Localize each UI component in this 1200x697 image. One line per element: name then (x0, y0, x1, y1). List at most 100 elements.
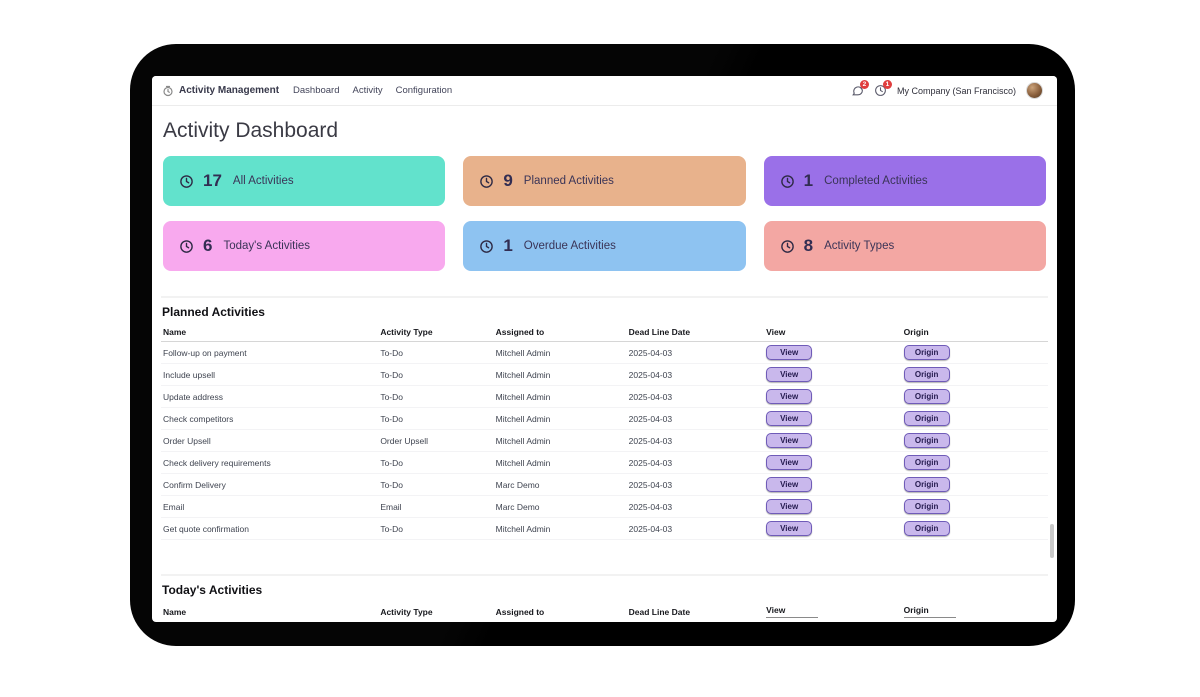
row-deadline: 2025-04-03 (626, 385, 765, 408)
table-header-row: Name Activity Type Assigned to Dead Line… (161, 602, 1048, 622)
kpi-label: Completed Activities (824, 175, 928, 187)
kpi-value: 1 (503, 236, 513, 255)
row-activity-type: To-Do (378, 407, 494, 430)
row-activity-type: To-Do (378, 385, 494, 408)
row-assigned-to: Marc Demo (493, 473, 627, 496)
origin-button-cell: Origin (901, 407, 1048, 430)
origin-button[interactable]: Origin (903, 499, 950, 514)
row-name: Confirm Delivery (161, 473, 379, 496)
origin-button-cell: Origin (901, 517, 1048, 540)
view-button-cell: View (764, 451, 902, 474)
col-deadline: Dead Line Date (626, 324, 765, 342)
origin-button[interactable]: Origin (903, 389, 950, 404)
row-name: Email (161, 495, 379, 518)
col-activity-type: Activity Type (378, 324, 494, 342)
row-deadline: 2025-04-03 (626, 429, 765, 452)
view-button[interactable]: View (766, 433, 813, 448)
main-content: Activity Dashboard 17 All Activities 9 P… (152, 119, 1057, 622)
kpi-activity-types[interactable]: 8 Activity Types (763, 221, 1046, 271)
planned-activities-section: Planned Activities Name Activity Type As… (161, 296, 1048, 540)
messages-icon[interactable]: 2 (851, 80, 869, 97)
section-title: Planned Activities (162, 305, 265, 319)
view-button-cell: View (764, 407, 902, 430)
kpi-label: All Activities (232, 175, 294, 187)
kpi-value: 9 (503, 171, 513, 190)
origin-button-cell: Origin (901, 429, 1048, 452)
company-switcher[interactable]: My Company (San Francisco) (896, 85, 1016, 96)
row-deadline: 2025-04-03 (626, 407, 765, 430)
activities-icon[interactable]: 1 (874, 80, 892, 97)
origin-button-cell: Origin (901, 473, 1048, 496)
row-assigned-to: Mitchell Admin (493, 407, 627, 430)
table-row: Update address To-Do Mitchell Admin 2025-04… (161, 385, 1048, 408)
view-button[interactable]: View (766, 477, 813, 492)
nav-right: 2 1 My Company (San Francisco) (851, 80, 1043, 99)
row-deadline: 2025-04-03 (626, 473, 765, 496)
view-button[interactable]: View (766, 499, 813, 514)
col-deadline: Dead Line Date (628, 606, 691, 617)
row-name: Check competitors (161, 407, 379, 430)
origin-button[interactable]: Origin (903, 521, 950, 536)
clock-icon (479, 239, 494, 254)
menu-dashboard[interactable]: Dashboard (293, 85, 340, 96)
row-activity-type: To-Do (378, 451, 494, 474)
kpi-value: 1 (803, 171, 814, 190)
col-origin: Origin (901, 324, 1048, 342)
app-icon[interactable] (162, 85, 174, 97)
menu-activity[interactable]: Activity (352, 85, 383, 96)
row-name: Follow-up on payment (161, 341, 379, 364)
view-button[interactable]: View (766, 521, 813, 536)
kpi-planned-activities[interactable]: 9 Planned Activities (463, 156, 746, 206)
view-button-cell: View (764, 473, 902, 496)
col-view: View (764, 324, 902, 342)
kpi-label: Activity Types (824, 240, 895, 252)
origin-button[interactable]: Origin (903, 345, 950, 360)
col-view: View (764, 602, 901, 622)
table-row: Include upsell To-Do Mitchell Admin 2025-04… (161, 363, 1048, 386)
row-assigned-to: Mitchell Admin (493, 341, 627, 364)
user-avatar[interactable] (1026, 82, 1043, 99)
view-button[interactable]: View (766, 389, 813, 404)
row-deadline: 2025-04-03 (626, 517, 765, 540)
activities-badge: 1 (882, 80, 892, 89)
view-button[interactable]: View (766, 345, 813, 360)
todays-activities-table: Name Activity Type Assigned to Dead Line… (161, 602, 1048, 622)
origin-button[interactable]: Origin (903, 455, 950, 470)
kpi-label: Planned Activities (523, 175, 614, 187)
row-activity-type: To-Do (378, 363, 494, 386)
kpi-value: 6 (203, 236, 213, 255)
kpi-all-activities[interactable]: 17 All Activities (163, 156, 446, 206)
origin-button[interactable]: Origin (903, 367, 950, 382)
view-button[interactable]: View (766, 411, 813, 426)
row-deadline: 2025-04-03 (626, 363, 765, 386)
view-button[interactable]: View (766, 367, 813, 382)
view-button-cell: View (764, 495, 902, 518)
kpi-overdue-activities[interactable]: 1 Overdue Activities (463, 221, 746, 271)
clock-icon (780, 239, 795, 254)
app-title[interactable]: Activity Management (179, 85, 280, 96)
col-assigned-to: Assigned to (493, 324, 627, 342)
origin-button-cell: Origin (901, 363, 1048, 386)
kpi-todays-activities[interactable]: 6 Today's Activities (163, 221, 446, 271)
row-activity-type: Email (378, 495, 494, 518)
vertical-scrollbar[interactable] (1050, 524, 1054, 558)
origin-button-cell: Origin (901, 385, 1048, 408)
origin-button-cell: Origin (901, 495, 1048, 518)
row-activity-type: To-Do (378, 473, 494, 496)
kpi-label: Overdue Activities (523, 240, 616, 252)
clock-icon (179, 239, 194, 254)
origin-button[interactable]: Origin (903, 477, 950, 492)
table-row: Confirm Delivery To-Do Marc Demo 2025-04-03… (161, 473, 1048, 496)
clock-icon (780, 174, 795, 189)
kpi-value: 8 (803, 236, 814, 255)
origin-button[interactable]: Origin (903, 411, 950, 426)
kpi-grid: 17 All Activities 9 Planned Activities 1… (163, 156, 1046, 271)
menu-configuration[interactable]: Configuration (395, 85, 453, 96)
page-title: Activity Dashboard (163, 119, 339, 142)
view-button-cell: View (764, 385, 902, 408)
origin-button[interactable]: Origin (903, 433, 950, 448)
view-button[interactable]: View (766, 455, 813, 470)
top-nav: Activity Management Dashboard Activity C… (152, 76, 1057, 106)
table-row: Check competitors To-Do Mitchell Admin 2025… (161, 407, 1048, 430)
kpi-completed-activities[interactable]: 1 Completed Activities (763, 156, 1046, 206)
